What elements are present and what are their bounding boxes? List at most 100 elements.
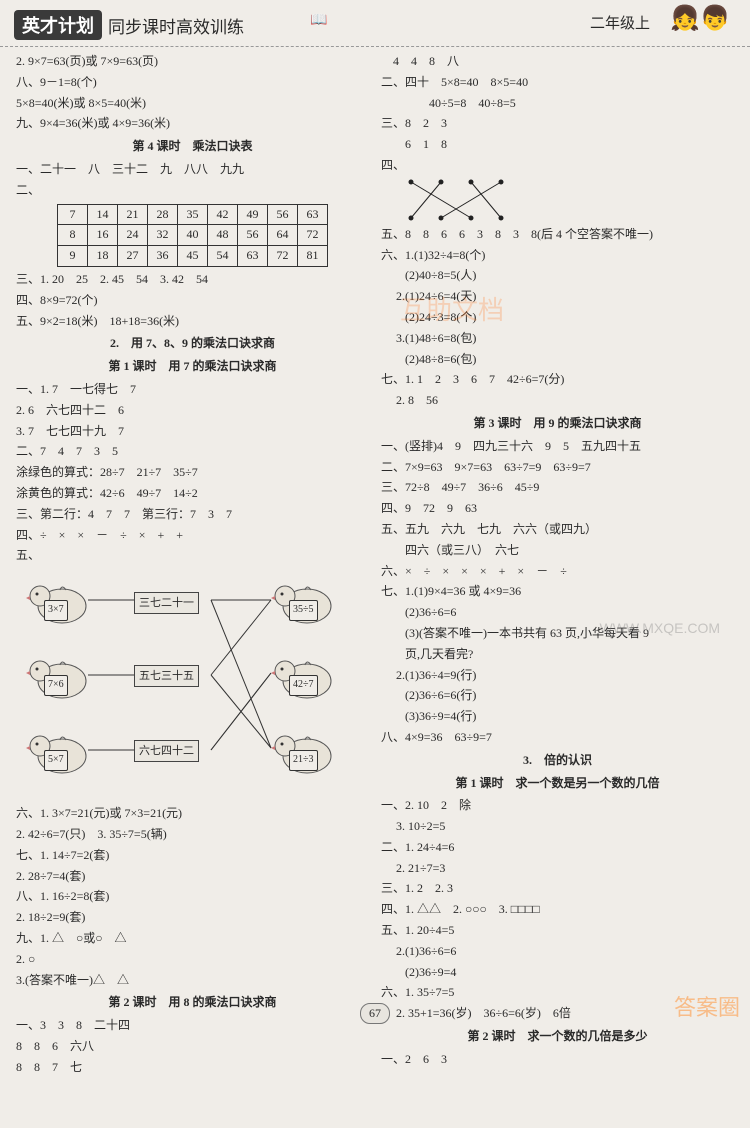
- text-line: 2. ○: [16, 950, 369, 970]
- text-line: 2. 8 56: [381, 391, 734, 411]
- table-row: 91827364554637281: [58, 246, 328, 267]
- text-line: 四、9 72 9 63: [381, 499, 734, 519]
- text-line: 八、4×9=36 63÷9=7: [381, 728, 734, 748]
- text-line: 九、1. △ ○或○ △: [16, 929, 369, 949]
- text-line: 8 8 7 七: [16, 1058, 369, 1078]
- series-subtitle: 同步课时高效训练: [108, 13, 244, 38]
- phrase-label: 三七二十一: [134, 592, 199, 614]
- text-line: 8 8 6 六八: [16, 1037, 369, 1057]
- text-line: 涂绿色的算式：28÷7 21÷7 35÷7: [16, 463, 369, 483]
- text-line: 七、1.(1)9×4=36 或 4×9=36: [381, 582, 734, 602]
- text-line: 一、3 3 8 二十四: [16, 1016, 369, 1036]
- text-line: 6 1 8: [381, 135, 734, 155]
- table-row: 71421283542495663: [58, 204, 328, 225]
- expression-label: 42÷7: [289, 675, 318, 696]
- text-line: 七、1. 14÷7=2(套): [16, 846, 369, 866]
- expression-label: 7×6: [44, 675, 68, 696]
- content-columns: 2. 9×7=63(页)或 7×9=63(页) 八、9－1=8(个) 5×8=4…: [0, 47, 750, 1128]
- text-line: 页,几天看完?: [381, 645, 734, 665]
- text-line: 一、1. 7 一七得七 7: [16, 380, 369, 400]
- phrase-label: 六七四十二: [134, 740, 199, 762]
- text-line: 2. 9×7=63(页)或 7×9=63(页): [16, 52, 369, 72]
- book-icon: 📖: [310, 12, 327, 29]
- section-title: 2. 用 7、8、9 的乘法口诀求商: [16, 334, 369, 354]
- text-line: 2.(1)24÷6=4(天): [381, 287, 734, 307]
- section-title: 第 2 课时 求一个数的几倍是多少: [381, 1027, 734, 1047]
- text-line: 二、7×9=63 9×7=63 63÷7=9 63÷9=7: [381, 458, 734, 478]
- text-line: 七、1. 1 2 3 6 7 42÷6=7(分): [381, 370, 734, 390]
- text-line: 三、1. 2 2. 3: [381, 879, 734, 899]
- text-line: 六、× ÷ × × × + × － ÷: [381, 562, 734, 582]
- expression-label: 5×7: [44, 750, 68, 771]
- section-title: 第 1 课时 求一个数是另一个数的几倍: [381, 774, 734, 794]
- text-line: 二、1. 24÷4=6: [381, 838, 734, 858]
- text-line: 3.(答案不唯一)△ △: [16, 971, 369, 991]
- text-line: 2. 28÷7=4(套): [16, 867, 369, 887]
- text-line: 九、9×4=36(米)或 4×9=36(米): [16, 114, 369, 134]
- page-number: 67: [360, 1003, 390, 1024]
- text-line: 三、1. 20 25 2. 45 54 3. 42 54: [16, 270, 369, 290]
- text-line: 八、1. 16÷2=8(套): [16, 887, 369, 907]
- text-line: 六、1. 3×7=21(元)或 7×3=21(元): [16, 804, 369, 824]
- table-row: 81624324048566472: [58, 225, 328, 246]
- chicken-matching-diagram: 3×7 35÷5 7×6 42÷7 5×7 21÷3 三七二十一五七三十五六七四十二: [16, 570, 346, 800]
- text-line: 一、二十一 八 三十二 九 八八 九九: [16, 160, 369, 180]
- text-line: (2)36÷6=6(行): [381, 686, 734, 706]
- text-line: 四、8×9=72(个): [16, 291, 369, 311]
- text-line: 2.(1)36÷6=6: [381, 942, 734, 962]
- expression-label: 21÷3: [289, 750, 318, 771]
- text-line: 四、1. △△ 2. ○○○ 3. □□□□: [381, 900, 734, 920]
- text-line: 四六（或三八） 六七: [381, 541, 734, 561]
- section-title: 3. 倍的认识: [381, 751, 734, 771]
- text-line: 5×8=40(米)或 8×5=40(米): [16, 94, 369, 114]
- kids-icon: 👧👦: [670, 4, 730, 33]
- text-line: 4 4 8 八: [381, 52, 734, 72]
- left-column: 2. 9×7=63(页)或 7×9=63(页) 八、9－1=8(个) 5×8=4…: [10, 51, 375, 1078]
- text-line: 五、: [16, 546, 369, 566]
- text-line: 2. 21÷7=3: [381, 859, 734, 879]
- text-line: 五、8 8 6 6 3 8 3 8(后 4 个空答案不唯一): [381, 225, 734, 245]
- text-line: (2)36÷9=4: [381, 963, 734, 983]
- text-line: 三、第二行：4 7 7 第三行：7 3 7: [16, 505, 369, 525]
- section-title: 第 3 课时 用 9 的乘法口诀求商: [381, 414, 734, 434]
- text-line: 一、(竖排)4 9 四九三十六 9 5 五九四十五: [381, 437, 734, 457]
- text-line: 四、: [381, 156, 734, 176]
- watermark-url: WWW.MXQE.COM: [599, 620, 720, 636]
- text-line: 2. 18÷2=9(套): [16, 908, 369, 928]
- text-line: 2. 42÷6=7(只) 3. 35÷7=5(辆): [16, 825, 369, 845]
- dot-matching-diagram: [401, 178, 521, 223]
- text-line: 二、7 4 7 3 5: [16, 442, 369, 462]
- text-line: 3. 7 七七四十九 7: [16, 422, 369, 442]
- text-line: (3)36÷9=4(行): [381, 707, 734, 727]
- text-line: 二、四十 5×8=40 8×5=40: [381, 73, 734, 93]
- text-line: 五、1. 20÷4=5: [381, 921, 734, 941]
- page-header: 英才计划 同步课时高效训练 📖 二年级上 👧👦: [0, 0, 750, 47]
- expression-label: 35÷5: [289, 600, 318, 621]
- section-title: 第 2 课时 用 8 的乘法口诀求商: [16, 993, 369, 1013]
- text-line: 三、8 2 3: [381, 114, 734, 134]
- text-line: 2.(1)36÷4=9(行): [381, 666, 734, 686]
- text-line: (2)48÷8=6(包): [381, 350, 734, 370]
- grade-label: 二年级上: [590, 12, 650, 33]
- text-line: 3. 10÷2=5: [381, 817, 734, 837]
- right-column: 4 4 8 八 二、四十 5×8=40 8×5=40 40÷5=8 40÷8=5…: [375, 51, 740, 1078]
- text-line: 3.(1)48÷6=8(包): [381, 329, 734, 349]
- text-line: 六、1.(1)32÷4=8(个): [381, 246, 734, 266]
- series-badge: 英才计划: [14, 10, 102, 40]
- text-line: 2. 6 六七四十二 6: [16, 401, 369, 421]
- expression-label: 3×7: [44, 600, 68, 621]
- text-line: 二、: [16, 181, 369, 201]
- text-line: 四、÷ × × － ÷ × + +: [16, 526, 369, 546]
- text-line: 五、五九 六九 七九 六六（或四九）: [381, 520, 734, 540]
- text-line: 一、2. 10 2 除: [381, 796, 734, 816]
- text-line: 八、9－1=8(个): [16, 73, 369, 93]
- phrase-label: 五七三十五: [134, 665, 199, 687]
- cross-lines: [401, 178, 521, 223]
- text-line: (2)40÷8=5(人): [381, 266, 734, 286]
- text-line: 涂黄色的算式：42÷6 49÷7 14÷2: [16, 484, 369, 504]
- text-line: 五、9×2=18(米) 18+18=36(米): [16, 312, 369, 332]
- text-line: 三、72÷8 49÷7 36÷6 45÷9: [381, 478, 734, 498]
- section-title: 第 1 课时 用 7 的乘法口诀求商: [16, 357, 369, 377]
- multiplication-table: 71421283542495663 81624324048566472 9182…: [57, 204, 328, 267]
- text-line: 一、2 6 3: [381, 1050, 734, 1070]
